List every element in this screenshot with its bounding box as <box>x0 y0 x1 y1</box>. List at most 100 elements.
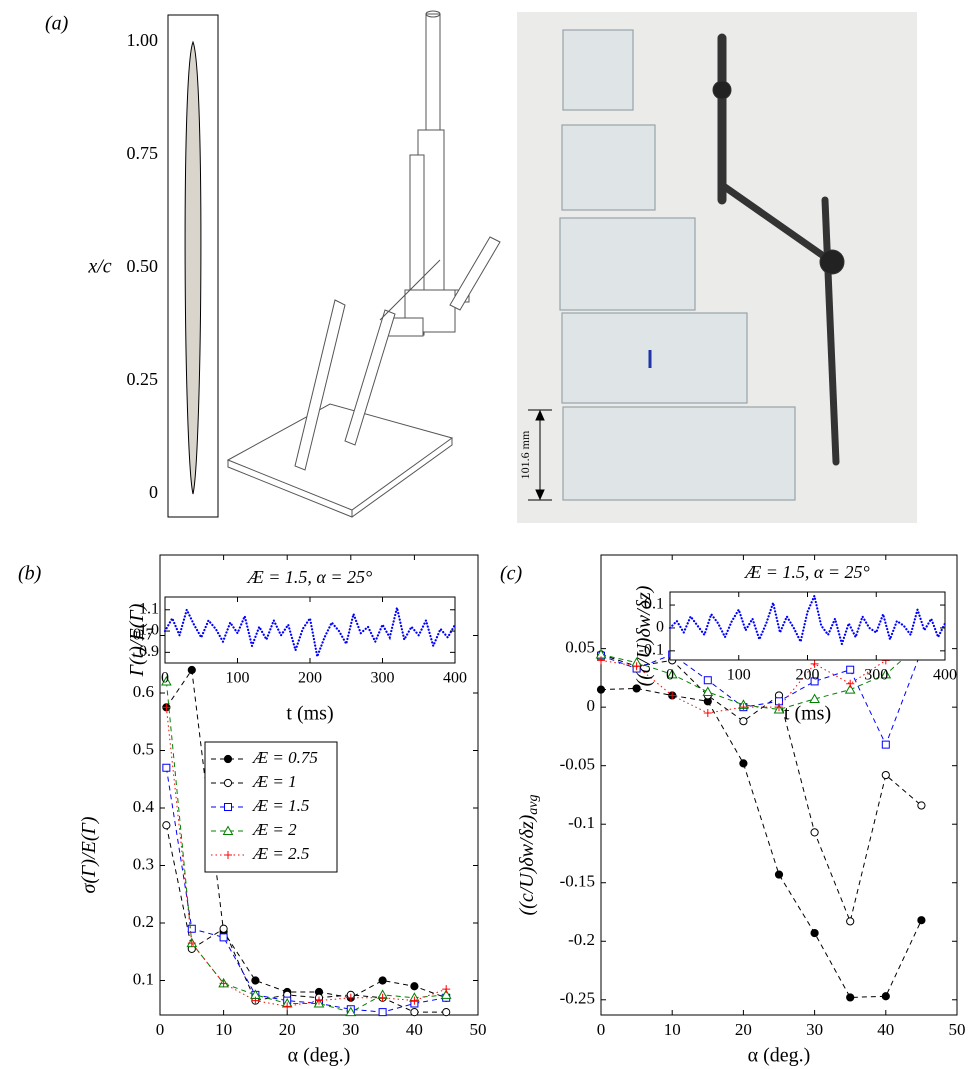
axes-frame <box>164 596 456 664</box>
marker <box>345 1006 357 1017</box>
y-tick-label: -0.15 <box>560 872 595 891</box>
x-tick-label: 0 <box>666 667 674 684</box>
marker <box>187 939 196 948</box>
y-axis-label: σ(Γ)/E(Γ) <box>78 816 100 893</box>
legend-label: Æ = 0.75 <box>251 748 318 767</box>
x-tick-label: 0 <box>597 1020 606 1039</box>
legend-marker <box>222 825 234 835</box>
marker <box>187 665 196 675</box>
y-tick-label: 0.3 <box>133 854 154 873</box>
y-axis-label: ((c/U)δw/δz) <box>633 585 655 686</box>
x-tick-label: 30 <box>806 1020 823 1039</box>
x-tick-label: 10 <box>664 1020 681 1039</box>
series-line <box>600 650 922 746</box>
marker <box>668 691 677 700</box>
x-axis-label: α (deg.) <box>288 1045 351 1067</box>
marker <box>703 709 712 718</box>
x-tick-label: 300 <box>864 667 888 684</box>
series-line <box>165 825 447 1013</box>
panel-label: (a) <box>45 13 69 35</box>
marker <box>597 656 605 665</box>
series-line <box>163 606 457 661</box>
foil-profile <box>184 40 202 495</box>
marker <box>632 662 641 671</box>
marker <box>917 916 926 925</box>
x-axis-label: t (ms) <box>784 703 831 725</box>
marker <box>810 659 819 668</box>
x-tick-label: 200 <box>796 667 820 684</box>
x-tick-label: 20 <box>735 1020 752 1039</box>
photo: 101.6 mm <box>517 12 917 523</box>
inset-title: Æ = 1.5, α = 25° <box>743 562 869 582</box>
marker <box>283 1002 292 1011</box>
y-tick-label: 0 <box>149 482 158 502</box>
series-line <box>600 616 922 714</box>
marker <box>187 924 196 933</box>
marker <box>702 686 714 696</box>
panel-label: (c) <box>500 563 523 585</box>
legend-marker <box>223 778 233 788</box>
series-line <box>600 654 922 923</box>
marker <box>378 1008 387 1017</box>
x-axis-label: t (ms) <box>286 703 333 725</box>
y-tick-label: 0.2 <box>133 912 154 931</box>
marker <box>378 976 387 985</box>
y-tick-label: 0.25 <box>127 369 159 389</box>
y-tick-label: 0.4 <box>133 797 155 816</box>
marker <box>161 675 172 686</box>
marker <box>809 693 820 703</box>
marker <box>162 821 171 830</box>
legend-marker <box>223 754 233 764</box>
x-tick-label: 100 <box>727 667 751 684</box>
marker <box>846 665 855 674</box>
panel-label: (b) <box>18 563 42 585</box>
marker <box>881 740 890 749</box>
marker <box>219 979 228 988</box>
marker <box>442 985 451 994</box>
x-tick-label: 10 <box>215 1020 232 1039</box>
y-tick-label: 0.1 <box>133 969 154 988</box>
marker <box>440 989 452 999</box>
y-axis-label: Γ(t)/E(Γ) <box>126 603 148 677</box>
marker <box>251 976 260 985</box>
marker <box>810 928 819 938</box>
marker <box>881 770 890 780</box>
x-tick-label: 50 <box>470 1020 487 1039</box>
series-line <box>600 642 922 711</box>
marker <box>739 703 748 712</box>
axes-frame <box>669 591 946 661</box>
y-axis-label: ((c/U)δw/δz)avg <box>516 794 542 915</box>
marker <box>846 993 855 1002</box>
series-line <box>600 687 922 998</box>
y-tick-label: -0.2 <box>568 930 595 949</box>
marker <box>739 717 748 726</box>
rig-drawing <box>226 10 501 518</box>
y-tick-label: -0.1 <box>639 642 664 659</box>
y-tick-label: 1.00 <box>127 30 159 50</box>
marker <box>596 685 606 694</box>
marker <box>378 993 387 1002</box>
marker <box>315 996 323 1005</box>
marker <box>162 763 171 772</box>
x-tick-label: 0 <box>161 670 169 687</box>
marker <box>846 679 855 688</box>
legend-label: Æ = 2 <box>251 820 297 839</box>
marker <box>846 917 855 926</box>
y-tick-label: 0.1 <box>644 596 664 613</box>
y-tick-label: 1.0 <box>139 622 159 639</box>
legend-marker <box>224 803 232 811</box>
marker <box>219 933 228 942</box>
series-line <box>668 592 947 648</box>
marker <box>346 993 355 1002</box>
y-tick-label: 0.75 <box>127 143 159 163</box>
x-tick-label: 300 <box>371 670 395 687</box>
y-tick-label: -0.05 <box>560 755 595 774</box>
legend-label: Æ = 1.5 <box>251 796 309 815</box>
x-tick-label: 40 <box>406 1020 423 1039</box>
marker <box>844 684 856 694</box>
marker <box>810 828 819 837</box>
y-tick-label: -0.25 <box>560 989 595 1008</box>
y-tick-label: 1.1 <box>139 600 159 617</box>
legend-label: Æ = 1 <box>251 772 297 791</box>
marker <box>162 703 171 712</box>
